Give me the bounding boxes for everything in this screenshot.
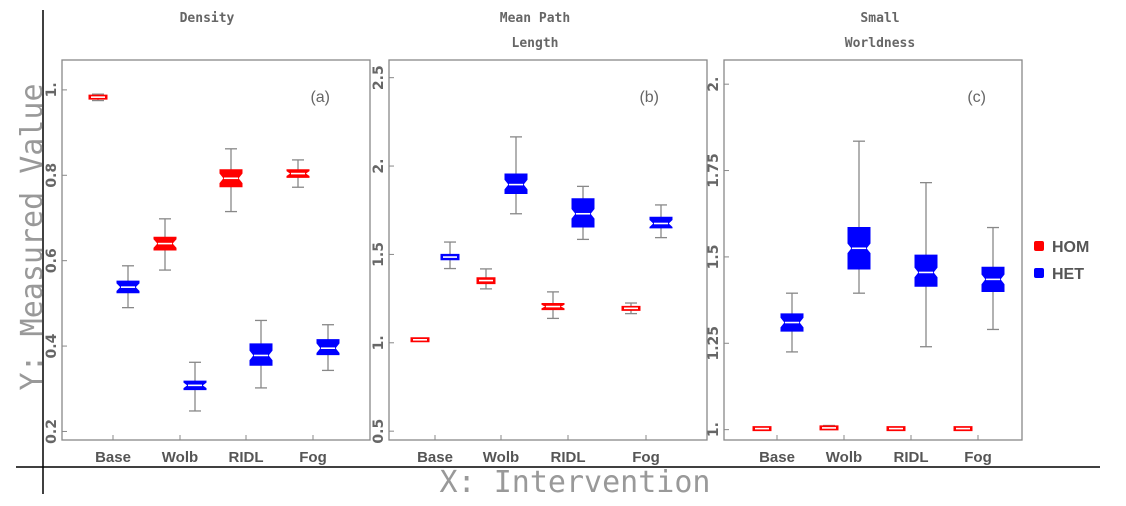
box-ridl-hom <box>886 426 906 432</box>
y-tick-label: 2.5 <box>371 65 387 90</box>
plot-frame <box>388 59 708 441</box>
x-axis-label: X: Intervention <box>440 465 711 500</box>
x-tick-label: Fog <box>299 449 327 466</box>
x-tick-label: RIDL <box>229 449 264 466</box>
box-fog-hom <box>286 159 310 188</box>
y-axis-label: Y: Measured Value <box>15 83 50 390</box>
y-tick-label: 0.5 <box>371 419 387 444</box>
plot-frame <box>61 59 371 441</box>
y-tick-label: 1. <box>371 335 387 350</box>
x-tick-label: RIDL <box>551 449 586 466</box>
x-tick-label: Wolb <box>162 449 198 466</box>
legend-item-hom: HOM <box>1034 239 1089 256</box>
panel-label: (a) <box>310 89 330 106</box>
box-fog-het <box>981 226 1005 331</box>
x-tick-label: RIDL <box>894 449 929 466</box>
x-tick-label: Wolb <box>826 449 862 466</box>
box-base-hom <box>88 93 108 102</box>
y-tick-label: 1.5 <box>706 245 722 270</box>
x-tick-label: Fog <box>632 449 660 466</box>
y-tick-label: 2. <box>371 159 387 174</box>
x-tick-label: Base <box>417 449 453 466</box>
box-wolb-hom <box>819 424 839 431</box>
panels: Density(a)0.20.40.60.81.Base Wolb RIDL FogM… <box>44 11 1023 466</box>
box-fog-hom <box>621 302 641 315</box>
panel-1: Density (a) 0.2 0.4 0.6 0.8 1. Base Wolb RIDL Fog <box>44 11 371 466</box>
legend-label: HET <box>1052 266 1084 283</box>
box-body <box>249 343 273 366</box>
legend-swatch <box>1034 241 1044 251</box>
x-tick-label: Fog <box>964 449 992 466</box>
y-tick-label: 0.2 <box>44 419 60 444</box>
box-body <box>914 254 938 287</box>
panel-title: Mean Path Length <box>500 11 570 51</box>
box-fog-het <box>649 204 673 239</box>
panel-title: Density <box>180 11 235 26</box>
x-tick-label: Wolb <box>483 449 519 466</box>
y-tick-label: 1. <box>44 82 60 97</box>
panel-3: Small Worldness (c) 1. 1.25 1.5 1.75 2. Base Wolb… <box>706 11 1023 466</box>
y-tick-label: 1.5 <box>371 242 387 267</box>
plot-frame <box>723 59 1023 441</box>
box-base-hom <box>752 426 772 432</box>
x-tick-label: Base <box>95 449 131 466</box>
box-fog-het <box>316 324 340 372</box>
panel-label: (b) <box>639 89 659 106</box>
box-ridl-hom <box>541 291 565 320</box>
box-ridl-het <box>571 185 595 241</box>
legend-label: HOM <box>1052 239 1089 256</box>
box-body <box>316 339 340 356</box>
box-wolb-hom <box>153 218 177 271</box>
y-tick-label: 0.4 <box>44 333 60 358</box>
box-wolb-het <box>183 361 207 412</box>
box-body <box>504 173 528 194</box>
panel-label: (c) <box>967 89 986 106</box>
box-fog-hom <box>953 426 973 432</box>
box-wolb-het <box>847 140 871 294</box>
panel-title: Small Worldness <box>845 11 915 51</box>
box-base-het <box>440 241 460 270</box>
box-body <box>571 198 595 228</box>
legend-swatch <box>1034 268 1044 278</box>
y-tick-label: 2. <box>706 77 722 92</box>
box-base-het <box>780 292 804 353</box>
box-ridl-hom <box>219 148 243 213</box>
y-tick-label: 1. <box>706 422 722 437</box>
legend: HOM HET <box>1034 239 1089 283</box>
box-base-hom <box>410 337 430 343</box>
legend-item-het: HET <box>1034 266 1084 283</box>
y-tick-label: 0.6 <box>44 248 60 273</box>
box-base-het <box>116 265 140 309</box>
y-tick-label: 0.8 <box>44 163 60 188</box>
box-body <box>649 216 673 229</box>
x-tick-label: Base <box>759 449 795 466</box>
box-wolb-het <box>504 136 528 215</box>
y-tick-label: 1.75 <box>706 153 722 188</box>
box-wolb-hom <box>476 268 496 290</box>
y-tick-label: 1.25 <box>706 326 722 361</box>
box-ridl-het <box>914 181 938 348</box>
box-ridl-het <box>249 319 273 389</box>
panel-2: Mean Path Length (b) 0.5 1. 1.5 2. 2.5 Base Wolb R… <box>371 11 708 466</box>
